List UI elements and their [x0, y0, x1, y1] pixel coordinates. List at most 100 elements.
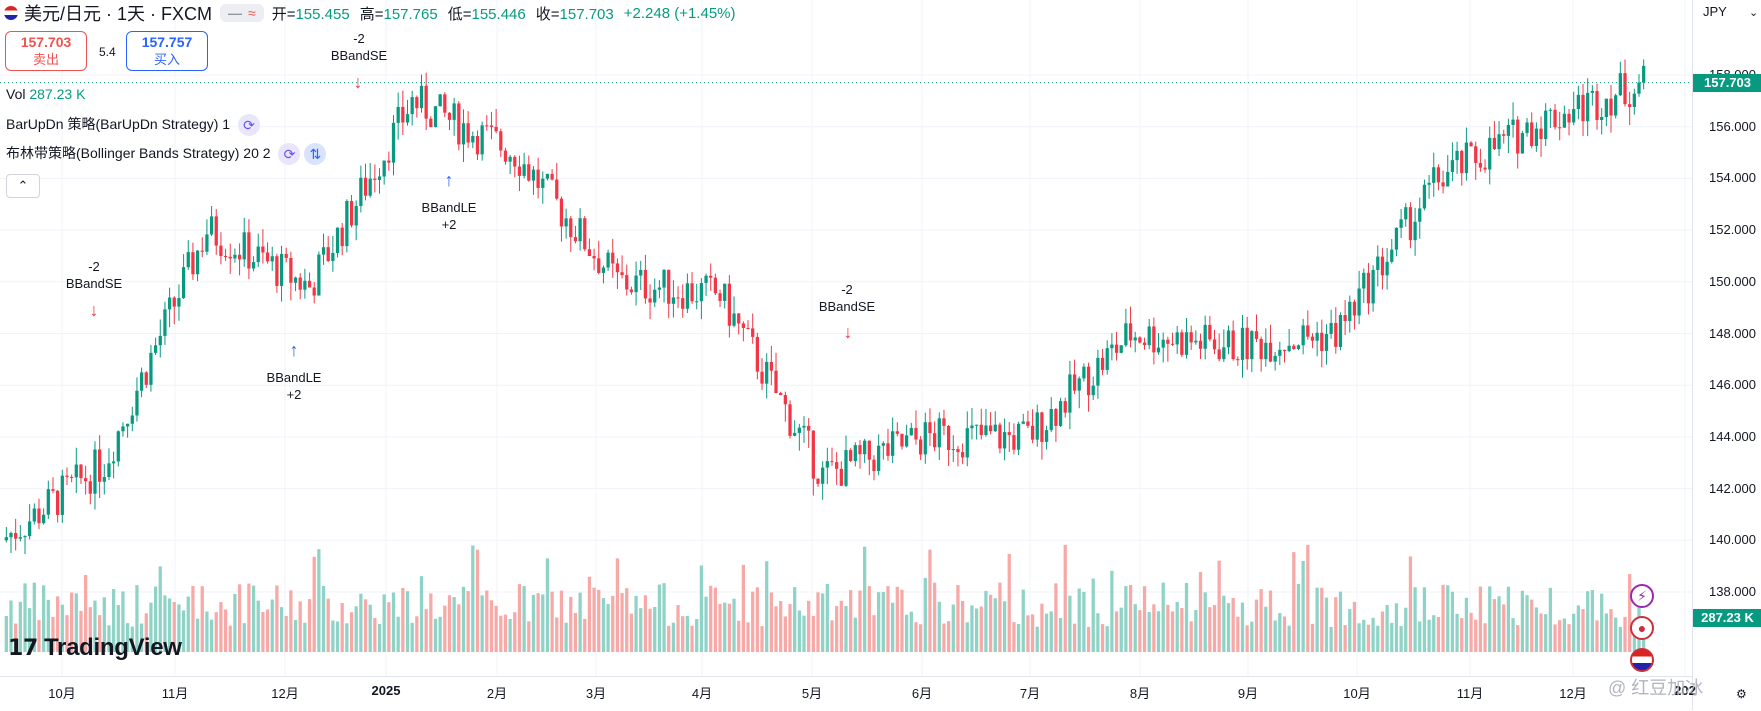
candle-body	[956, 449, 960, 453]
volume-bar	[4, 616, 8, 652]
refresh-icon[interactable]: ⟳	[278, 143, 301, 166]
volume-bar	[1175, 601, 1179, 652]
volume-bar	[853, 617, 857, 652]
candle-body	[1488, 137, 1492, 170]
volume-bar	[1329, 626, 1333, 652]
strategy-legend-barupdn[interactable]: BarUpDn 策略(BarUpDn Strategy) 1 ⟳	[6, 114, 260, 137]
candle-body	[1170, 343, 1175, 345]
volume-bar	[289, 590, 293, 652]
tradingview-logo[interactable]: 𝟭𝟳 TradingView	[8, 634, 182, 662]
sell-label: 卖出	[32, 52, 59, 67]
candle-body	[70, 476, 74, 478]
volume-bar	[200, 586, 204, 652]
collapse-legend-button[interactable]: ⌃	[6, 174, 40, 198]
volume-bar	[807, 600, 811, 652]
chevron-down-icon[interactable]: ⌄	[1749, 7, 1759, 19]
candle-body	[415, 97, 419, 109]
candle-body	[783, 395, 787, 405]
candle-body	[32, 508, 36, 522]
volume-bar	[32, 582, 36, 652]
candle-body	[1628, 104, 1632, 107]
candle-body	[1273, 355, 1277, 362]
candle-body	[909, 427, 913, 436]
time-tick-label: 7月	[1019, 686, 1041, 701]
volume-bar	[662, 583, 666, 652]
volume-bar	[1394, 603, 1399, 652]
refresh-icon[interactable]: ⟳	[237, 114, 260, 137]
volume-bar	[601, 598, 606, 652]
currency-label[interactable]: JPY	[1703, 4, 1727, 19]
volume-bar	[70, 592, 74, 652]
candle-body	[60, 475, 64, 515]
volume-bar	[909, 611, 913, 652]
volume-bar	[1282, 616, 1287, 652]
us-flag-icon[interactable]	[1630, 648, 1654, 672]
candle-body	[1194, 340, 1198, 343]
symbol-title[interactable]: 美元/日元 · 1天 · FXCM	[24, 4, 212, 24]
candle-body	[466, 123, 470, 143]
candle-body	[391, 122, 396, 163]
candle-body	[821, 467, 825, 484]
candle-body	[354, 205, 358, 226]
strategy-legend-bollinger[interactable]: 布林带策略(Bollinger Bands Strategy) 20 2 ⟳ ⇅	[6, 143, 327, 166]
volume-bar	[1124, 586, 1128, 652]
volume-bar	[681, 616, 685, 652]
volume-bar	[153, 586, 158, 652]
volume-bar	[1623, 616, 1627, 652]
lightning-icon[interactable]: ⚡	[1630, 584, 1654, 608]
volume-bar	[858, 590, 862, 652]
buy-button[interactable]: 157.757 买入	[126, 31, 208, 71]
sell-button[interactable]: 157.703 卖出	[5, 31, 87, 71]
candle-body	[839, 468, 843, 486]
price-chart[interactable]	[0, 0, 1692, 676]
candle-body	[695, 301, 699, 303]
price-axis[interactable]: JPY ⌄ 158.000156.000154.000152.000150.00…	[1692, 0, 1761, 710]
candle-body	[93, 449, 97, 494]
candle-body	[634, 275, 638, 293]
volume-bar	[1371, 617, 1375, 652]
candle-body	[1348, 301, 1352, 321]
strategy-report-icon[interactable]: ⇅	[304, 143, 327, 166]
symbol-status-pill[interactable]: — ≈	[220, 4, 264, 22]
buy-price: 157.757	[141, 34, 193, 50]
volume-bar	[1604, 613, 1608, 652]
time-axis[interactable]: 10月 11月 12月 2025 2月 3月 4月 5月 6月 7月 8月 9月 10月 11月 12月 20…	[0, 676, 1696, 711]
candle-body	[1301, 325, 1305, 346]
candle-body	[1184, 332, 1189, 355]
volume-bar	[993, 598, 997, 652]
volume-bar	[1474, 619, 1478, 652]
record-icon[interactable]: ●	[1630, 616, 1654, 640]
candle-body	[1292, 345, 1296, 349]
candle-body	[1152, 326, 1156, 353]
candle-body	[1082, 366, 1086, 379]
candle-body	[293, 277, 298, 283]
candle-body	[1455, 150, 1459, 161]
time-tick-label: 2025	[371, 683, 401, 698]
candle-body	[1478, 162, 1483, 168]
volume-bar	[135, 585, 139, 652]
volume-bar	[1049, 611, 1053, 652]
candle-body	[974, 424, 979, 426]
volume-bar	[1063, 544, 1067, 652]
volume-bar	[839, 600, 843, 652]
volume-bar	[517, 584, 522, 652]
time-tick-label: 6月	[911, 686, 933, 701]
volume-bar	[1226, 603, 1231, 652]
candle-body	[1156, 347, 1161, 353]
settings-gear-icon[interactable]: ⚙	[1736, 687, 1747, 701]
candle-body	[564, 218, 568, 227]
candle-body	[1189, 332, 1193, 343]
volume-bar	[713, 587, 718, 652]
candle-body	[760, 371, 764, 384]
time-tick-label: 9月	[1237, 686, 1259, 701]
volume-bar	[606, 604, 610, 652]
volume-legend[interactable]: Vol 287.23 K	[6, 86, 85, 102]
candle-body	[135, 390, 139, 416]
volume-bar	[447, 595, 452, 652]
candle-body	[46, 489, 50, 515]
volume-bar	[783, 616, 787, 652]
volume-bar	[928, 549, 932, 652]
candle-body	[270, 256, 274, 262]
candle-body	[153, 345, 158, 353]
candle-body	[993, 424, 997, 432]
